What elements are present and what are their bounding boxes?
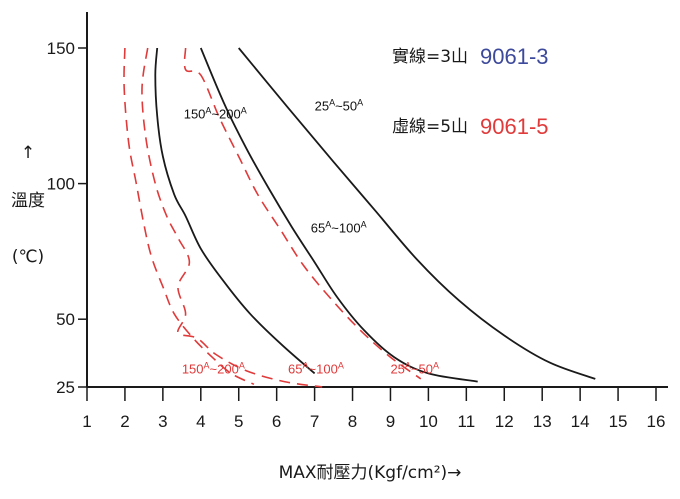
x-tick-label: 4	[196, 412, 205, 431]
x-tick-label: 15	[609, 412, 628, 431]
curve-label-4: 65A~100A	[288, 360, 344, 376]
series-4-9061-5-dashed	[141, 47, 323, 388]
series-3-9061-5-dashed	[123, 47, 255, 386]
x-tick-label: 2	[120, 412, 129, 431]
x-tick-label: 14	[571, 412, 590, 431]
legend-dashed-label: 虛線=5山	[392, 117, 468, 137]
legend-dashed-code: 9061-5	[480, 114, 549, 139]
curve-label-5: 25A~50A	[390, 360, 439, 376]
x-tick-label: 8	[348, 412, 357, 431]
y-tick-label: 100	[47, 175, 75, 194]
y-tick-label: 50	[56, 310, 75, 329]
y-tick-label: 150	[47, 39, 75, 58]
x-tick-label: 5	[234, 412, 243, 431]
x-tick-label: 9	[386, 412, 395, 431]
series-2-9061-3-solid	[238, 47, 596, 380]
y-axis-arrow: ↑	[21, 143, 35, 163]
series-0-9061-3-solid	[154, 47, 316, 375]
x-tick-label: 7	[310, 412, 319, 431]
curve-label-2: 25A~50A	[315, 97, 364, 113]
legend-solid-code: 9061-3	[480, 44, 549, 69]
x-tick-label: 16	[647, 412, 666, 431]
x-tick-label: 6	[272, 412, 281, 431]
x-tick-label: 10	[419, 412, 438, 431]
curves	[123, 47, 596, 388]
series-5-9061-5-dashed	[183, 47, 422, 380]
y-axis-unit: (℃)	[12, 247, 44, 267]
legend-solid-label: 實線=3山	[392, 47, 468, 67]
x-tick-label: 13	[533, 412, 552, 431]
x-axis-title: MAX耐壓力(Kgf/cm²)→	[279, 463, 462, 483]
x-tick-label: 11	[458, 412, 476, 431]
y-axis-title: 溫度	[11, 191, 45, 211]
x-tick-label: 12	[495, 412, 514, 431]
series-1-9061-3-solid	[199, 47, 478, 383]
x-tick-label: 3	[158, 412, 167, 431]
axes	[86, 12, 668, 388]
curve-labels: 150A~200A 65A~100A 25A~50A 150A~200A 65A~100…	[182, 97, 439, 376]
legend: 實線=3山 9061-3 虛線=5山 9061-5	[392, 44, 549, 139]
curve-label-1: 65A~100A	[311, 219, 367, 235]
curve-label-0: 150A~200A	[184, 106, 247, 122]
y-tick-label: 25	[56, 378, 75, 397]
curve-label-3: 150A~200A	[182, 360, 245, 376]
x-tick-label: 1	[82, 412, 91, 431]
